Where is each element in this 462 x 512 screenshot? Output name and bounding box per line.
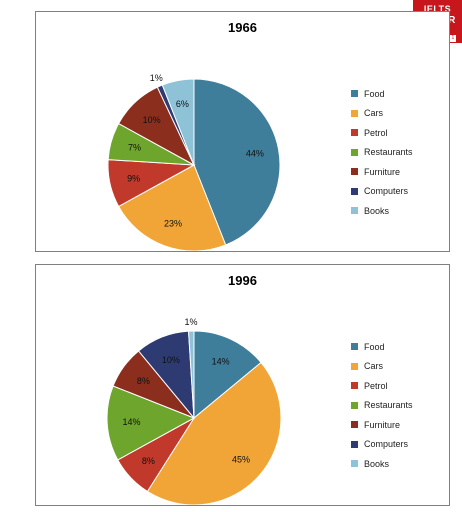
legend-label: Books <box>364 458 390 469</box>
logo-text-ielts: IELTS <box>423 4 452 14</box>
legend-swatch <box>351 148 358 156</box>
legend-swatch <box>351 187 358 195</box>
legend-label: Cars <box>364 108 384 119</box>
legend-label: Petrol <box>364 380 388 391</box>
pie-slice-food <box>193 330 262 420</box>
chart-title: 1996 <box>228 273 257 288</box>
legend-label: Restaurants <box>364 147 413 158</box>
legend-swatch <box>351 90 358 98</box>
legend-label: Furniture <box>364 166 401 177</box>
pie-chart-panel-1996: 1996 14% 45% 8% 14% 8% 10% 1% Food Cars Petrol Re… <box>35 264 450 506</box>
data-label-food: 14% <box>212 356 230 366</box>
data-label-cars: 23% <box>164 218 182 228</box>
legend-swatch <box>351 362 358 370</box>
data-label-computers: 1% <box>150 73 163 83</box>
legend-item-books: Books <box>351 201 413 221</box>
chart-legend: Food Cars Petrol Restaurants Furniture Comput… <box>351 337 413 474</box>
legend-label: Restaurants <box>364 400 413 411</box>
legend-item-books: Books <box>351 454 413 474</box>
legend-item-cars: Cars <box>351 357 413 377</box>
data-label-furniture: 8% <box>137 376 150 386</box>
legend-swatch <box>351 401 358 409</box>
data-label-petrol: 8% <box>142 456 155 466</box>
pie-slice-food <box>193 78 281 246</box>
legend-label: Food <box>364 88 385 99</box>
legend-swatch <box>351 421 358 429</box>
pie-chart-1996: 14% 45% 8% 14% 8% 10% 1% <box>106 317 282 505</box>
pie-chart-panel-1966: 1966 44% 23% 9% 7% 10% 1% 6% Food Cars Petrol Res… <box>35 11 450 252</box>
chart-title: 1966 <box>228 20 257 35</box>
legend-label: Petrol <box>364 127 388 138</box>
legend-item-cars: Cars <box>351 104 413 124</box>
legend-swatch <box>351 129 358 137</box>
legend-item-computers: Computers <box>351 182 413 202</box>
pie-slice-books <box>188 330 195 419</box>
legend-swatch <box>351 460 358 468</box>
pie-slice-books <box>161 78 195 166</box>
legend-label: Food <box>364 341 385 352</box>
data-label-books: 1% <box>184 317 197 327</box>
legend-label: Cars <box>364 361 384 372</box>
pie-chart-1966: 44% 23% 9% 7% 10% 1% 6% <box>107 73 281 251</box>
data-label-restaurants: 7% <box>128 143 141 153</box>
data-label-restaurants: 14% <box>122 417 140 427</box>
legend-swatch <box>351 440 358 448</box>
legend-item-restaurants: Restaurants <box>351 396 413 416</box>
legend-swatch <box>351 168 358 176</box>
legend-swatch <box>351 207 358 215</box>
pie-slice-restaurants <box>106 385 196 461</box>
legend-item-restaurants: Restaurants <box>351 143 413 163</box>
chart-legend: Food Cars Petrol Restaurants Furniture Comput… <box>351 84 413 221</box>
legend-swatch <box>351 343 358 351</box>
legend-item-computers: Computers <box>351 435 413 455</box>
legend-label: Computers <box>364 186 409 197</box>
data-label-food: 44% <box>246 148 264 158</box>
data-label-furniture: 10% <box>143 115 161 125</box>
pie-slice-cars <box>117 164 227 251</box>
legend-label: Computers <box>364 439 409 450</box>
pie-slice-cars <box>146 361 282 505</box>
legend-swatch <box>351 109 358 117</box>
legend-label: Books <box>364 205 390 216</box>
legend-item-food: Food <box>351 84 413 104</box>
legend-item-petrol: Petrol <box>351 376 413 396</box>
legend-label: Furniture <box>364 419 401 430</box>
data-label-petrol: 9% <box>127 174 140 184</box>
data-label-cars: 45% <box>232 454 250 464</box>
legend-item-food: Food <box>351 337 413 357</box>
legend-swatch <box>351 382 358 390</box>
legend-item-petrol: Petrol <box>351 123 413 143</box>
data-label-books: 6% <box>176 99 189 109</box>
legend-item-furniture: Furniture <box>351 162 413 182</box>
legend-item-furniture: Furniture <box>351 415 413 435</box>
data-label-computers: 10% <box>162 355 180 365</box>
